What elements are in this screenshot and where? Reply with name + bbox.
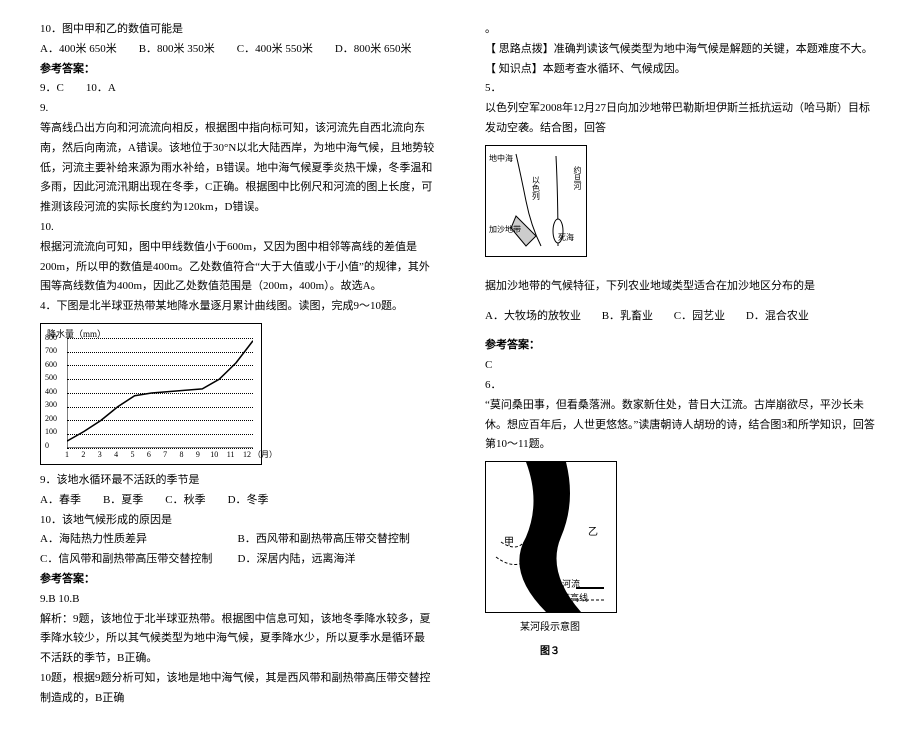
chart-ylabel: 0 bbox=[45, 439, 49, 453]
river-caption-1: 某河段示意图 bbox=[485, 619, 615, 637]
contour-legend: 等高线 bbox=[561, 590, 588, 606]
q4-text: 4．下图是北半球亚热带某地降水量逐月累计曲线图。读图，完成9～10题。 bbox=[40, 297, 435, 317]
q4-9: 9．该地水循环最不活跃的季节是 bbox=[40, 471, 435, 491]
q5-opt-d: D．混合农业 bbox=[746, 310, 809, 322]
chart-xlabel: 10 bbox=[210, 448, 218, 462]
gaza-map: 地中海 以色列 约旦河 加沙地带 死海 bbox=[485, 145, 587, 257]
q4-10-a: A．海陆热力性质差异 bbox=[40, 530, 238, 550]
chart-xlabel: 11 bbox=[227, 448, 235, 462]
chart-ylabel: 200 bbox=[45, 412, 57, 426]
chart-xlabel: 4 bbox=[114, 448, 118, 462]
answer-label-1: 参考答案： bbox=[40, 60, 435, 80]
answer-label-3: 参考答案： bbox=[485, 336, 880, 356]
chart-ylabel: 300 bbox=[45, 398, 57, 412]
left-column: 10．图中甲和乙的数值可能是 A．400米 650米 B．800米 350米 C… bbox=[40, 20, 435, 709]
river-caption-2: 图３ bbox=[485, 643, 615, 661]
north-label: N bbox=[546, 466, 553, 482]
explain-10: 根据河流流向可知，图中甲线数值小于600m，又因为图中相邻等高线的差值是200m… bbox=[40, 238, 435, 297]
q10-options: A．400米 650米 B．800米 350米 C．400米 550米 D．80… bbox=[40, 40, 435, 60]
num-6: 6． bbox=[485, 376, 880, 396]
chart-xlabel: 3 bbox=[98, 448, 102, 462]
explain-9: 等高线凸出方向和河流流向相反，根据图中指向标可知，该河流先自西北流向东南，然后向… bbox=[40, 119, 435, 218]
chart-ylabel: 700 bbox=[45, 344, 57, 358]
answer-9b-10b: 9.B 10.B bbox=[40, 590, 435, 610]
poem-text: “莫问桑田事，但看桑落洲。数家新住处，昔日大江流。古岸崩欲尽，平沙长未休。想应百… bbox=[485, 396, 880, 455]
chart-ylabel: 800 bbox=[45, 331, 57, 345]
tip-2: 【 知识点】本题考查水循环、气候成因。 bbox=[485, 60, 880, 80]
answer-label-2: 参考答案： bbox=[40, 570, 435, 590]
q5-opt-c: C．园艺业 bbox=[674, 310, 725, 322]
chart-xlabel: 1 bbox=[65, 448, 69, 462]
chart-ylabel: 500 bbox=[45, 371, 57, 385]
map-deadsea-label: 死海 bbox=[558, 231, 574, 245]
chart-xlabel: 12 bbox=[243, 448, 251, 462]
q4-10: 10．该地气候形成的原因是 bbox=[40, 511, 435, 531]
q5-text: 据加沙地带的气候特征，下列农业地域类型适合在加沙地区分布的是 bbox=[485, 277, 880, 297]
chart-ylabel: 600 bbox=[45, 358, 57, 372]
map-river-label: 约旦河 bbox=[570, 166, 584, 190]
q5-opt-a: A．大牧场的放牧业 bbox=[485, 310, 581, 322]
chart-xlabel: 6 bbox=[147, 448, 151, 462]
q4-9-options: A．春季 B．夏季 C．秋季 D．冬季 bbox=[40, 491, 435, 511]
yi-label: 乙 bbox=[588, 524, 598, 542]
q5-opt-b: B．乳畜业 bbox=[602, 310, 653, 322]
chart-ylabel: 100 bbox=[45, 425, 57, 439]
trailing-dot: 。 bbox=[485, 20, 880, 40]
answer-5: C bbox=[485, 356, 880, 376]
chart-axes bbox=[67, 338, 253, 448]
chart-xlabel: 2 bbox=[81, 448, 85, 462]
q4-10-c: C．信风带和副热带高压带交替控制 bbox=[40, 550, 238, 570]
map-gaza-label: 加沙地带 bbox=[489, 223, 521, 237]
num-10: 10. bbox=[40, 218, 435, 238]
q4-10-d: D．深居内陆，远离海洋 bbox=[238, 550, 436, 570]
tip-1: 【 思路点拨】准确判读该气候类型为地中海气候是解题的关键，本题难度不大。 bbox=[485, 40, 880, 60]
explain-q4-10: 10题，根据9题分析可知，该地是地中海气候，其是西风带和副热带高压带交替控制造成… bbox=[40, 669, 435, 709]
p5-intro: 以色列空军2008年12月27日向加沙地带巴勒斯坦伊斯兰抵抗运动（哈马斯）目标发… bbox=[485, 99, 880, 139]
q4-10-b: B．西风带和副热带高压带交替控制 bbox=[238, 530, 436, 550]
num-5: 5． bbox=[485, 79, 880, 99]
explain-q4-9: 解析：9题，该地位于北半球亚热带。根据图中信息可知，该地冬季降水较多，夏季降水较… bbox=[40, 610, 435, 669]
chart-xlabel: 5 bbox=[130, 448, 134, 462]
chart-ylabel: 400 bbox=[45, 385, 57, 399]
chart-xsuffix: （月） bbox=[253, 448, 277, 462]
map-sea-label: 地中海 bbox=[489, 152, 513, 166]
chart-xlabel: 8 bbox=[180, 448, 184, 462]
q10-text: 10．图中甲和乙的数值可能是 bbox=[40, 20, 435, 40]
right-column: 。 【 思路点拨】准确判读该气候类型为地中海气候是解题的关键，本题难度不大。 【… bbox=[485, 20, 880, 709]
num-9: 9. bbox=[40, 99, 435, 119]
chart-xlabel: 7 bbox=[163, 448, 167, 462]
answer-9-10: 9．C 10．A bbox=[40, 79, 435, 99]
precip-chart: 降水量（mm） 01002003004005006007008001234567… bbox=[40, 323, 262, 465]
jia-label: 甲 bbox=[504, 534, 514, 552]
river-diagram: N 甲 乙 河流 等高线 bbox=[485, 461, 617, 613]
map-israel-label: 以色列 bbox=[528, 176, 542, 200]
chart-xlabel: 9 bbox=[196, 448, 200, 462]
